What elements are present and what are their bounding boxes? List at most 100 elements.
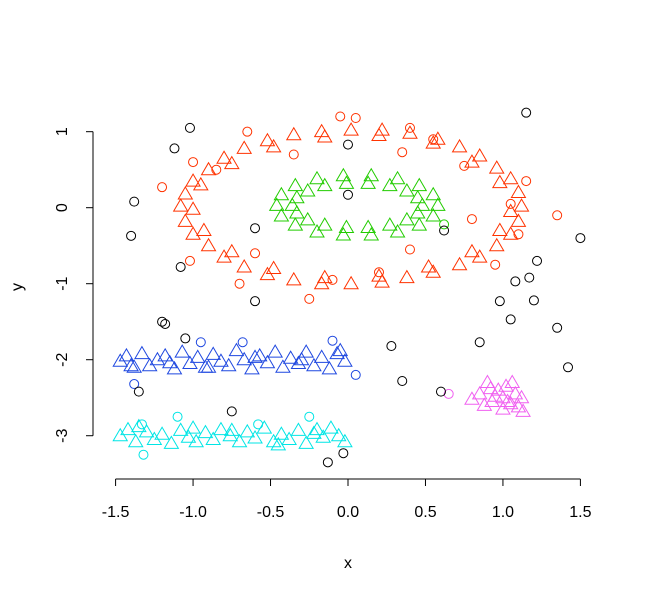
triangle-point [316,269,333,284]
circle-point [129,196,140,207]
circle-point [180,333,191,344]
circle-point [528,295,539,306]
triangle-point [309,170,325,185]
triangle-point [123,357,139,372]
triangle-point [177,186,194,200]
triangle-point [343,275,359,290]
circle-point [443,388,454,399]
circle-point [552,210,563,221]
circle-point [184,255,195,266]
triangle-point [360,219,377,233]
circle-point [136,419,147,430]
y-tick-label: 1 [54,127,71,136]
triangle-point [464,154,480,168]
triangle-point [177,213,194,227]
circle-point [250,223,261,234]
triangle-point [251,347,268,362]
triangle-point [236,140,253,154]
circle-point [428,134,439,145]
triangle-point [360,175,377,189]
triangle-point [223,422,240,436]
triangle-point [389,170,406,185]
triangle-point [273,186,290,201]
triangle-point [290,422,307,436]
triangle-point [510,213,527,227]
circle-point [184,122,195,133]
circle-point [188,157,199,168]
triangle-point [309,224,325,238]
x-tick-label: 0.5 [414,504,436,521]
triangle-point [338,219,355,233]
triangle-point [515,403,531,417]
triangle-point [287,217,304,231]
circle-point [226,406,237,417]
triangle-point [149,351,166,366]
y-tick-label: -1 [54,276,71,290]
triangle-point [216,249,232,263]
triangle-point [222,427,239,442]
y-tick-label: -3 [54,429,71,443]
triangle-point [231,433,248,448]
triangle-point [399,182,415,197]
triangle-point [281,431,297,446]
triangle-point [471,249,488,263]
triangle-point [321,360,338,375]
triangle-point [504,374,521,389]
triangle-point [330,427,347,442]
circle-point [157,316,168,327]
circle-point [505,198,516,209]
triangle-point [298,435,315,449]
triangle-point [414,197,431,211]
triangle-point [174,344,191,358]
triangle-point [216,150,232,164]
triangle-point [332,342,349,357]
triangle-point [411,217,428,231]
circle-point [521,176,532,187]
triangle-point [399,269,415,284]
x-tick-label: 1.0 [492,504,514,521]
triangle-point [335,227,352,241]
triangle-point [275,359,291,373]
triangle-point [371,268,387,282]
triangle-point [329,345,346,360]
triangle-point [282,350,299,364]
x-tick-label: -1.0 [179,504,207,521]
circle-point [133,386,144,397]
circle-point [250,248,261,259]
circle-point [211,164,222,175]
triangle-point [513,389,530,404]
triangle-point [265,260,282,274]
circle-point [373,267,384,278]
triangle-point [287,177,304,192]
triangle-point [306,425,322,439]
circle-point [322,457,333,468]
triangle-point [118,347,135,362]
triangle-point [306,357,322,372]
circle-point [138,449,149,460]
circle-point [304,411,315,422]
triangle-point [223,155,240,170]
triangle-point [316,217,333,231]
triangle-point [284,197,301,211]
triangle-point [247,430,263,444]
circle-point [474,337,485,348]
circle-point [404,122,415,133]
triangle-point [200,237,217,252]
triangle-point [363,227,380,241]
triangle-point [172,198,189,212]
y-tick-label: -2 [54,352,71,366]
triangle-point [213,353,229,367]
triangle-point [502,203,519,217]
triangle-point [316,129,333,143]
triangle-point [425,208,442,222]
triangle-point [126,359,143,373]
circle-point [494,296,505,307]
circle-point [563,362,574,373]
triangle-point [371,127,387,141]
circle-point [126,230,137,241]
triangle-point [502,170,519,185]
triangle-point [185,420,201,434]
circle-point [397,147,408,158]
triangle-point [185,201,201,215]
circle-point [343,189,353,200]
